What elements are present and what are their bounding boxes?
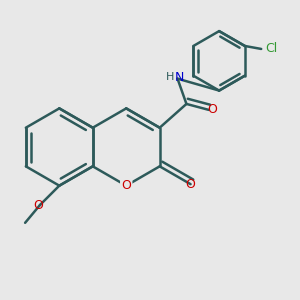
Text: O: O: [34, 199, 44, 212]
Text: O: O: [121, 179, 131, 192]
Text: H: H: [166, 72, 174, 82]
Text: O: O: [207, 103, 217, 116]
Text: Cl: Cl: [266, 42, 278, 56]
Text: N: N: [174, 71, 184, 84]
Text: O: O: [186, 178, 196, 191]
